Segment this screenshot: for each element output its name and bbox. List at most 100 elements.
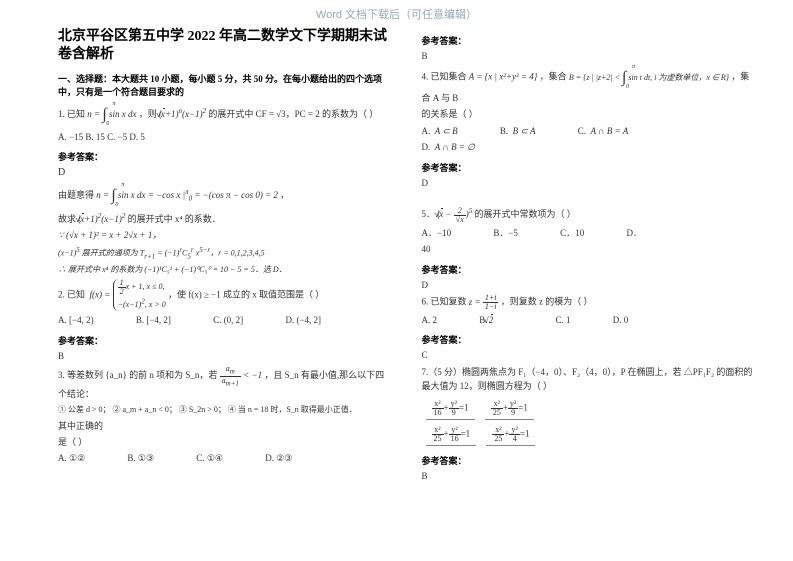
q3-optD-v: ②③ xyxy=(276,453,292,463)
q6-expr: z = 1+i1−i xyxy=(469,297,499,307)
q7-optB: x²25+y²9=1 xyxy=(485,398,534,420)
q6-l1b: ，则复数 z 的模为（ ） xyxy=(501,297,593,307)
left-column: 北京平谷区第五中学 2022 年高二数学文下学期期末试卷含解析 一、选择题：本大… xyxy=(58,28,392,551)
q6-optC-v: 1 xyxy=(566,315,571,325)
q3-options: A. ①② B. ①③ C. ①④ D. ②③ xyxy=(58,451,392,465)
q6-optB-v: 2 xyxy=(490,315,513,325)
q6-optD-v: 0 xyxy=(624,315,629,325)
q5-optA: A．−10 xyxy=(422,228,472,238)
q2-cases: 12x + 1, x ≤ 0, −(x−1)2, x > 0 xyxy=(113,279,166,311)
a1-l1t: ， xyxy=(280,190,289,200)
q1-tail1: ，则 xyxy=(139,109,157,119)
q6-line: 6. 已知复数 z = 1+i1−i ，则复数 z 的模为（ ） xyxy=(422,294,756,311)
q1-line: 1. 已知 n = ∫0π sin x dx ，则 (x+1)n(x−1)2 的… xyxy=(58,102,392,128)
q2-optD: D. (−4, 2] xyxy=(285,315,341,325)
a1-l4: (x−1)5 展开式的通项为 Tr+1 = (−1)rC5r x5−r，r = … xyxy=(58,245,392,262)
q4-setA: A = {x | x²+y² = 4} xyxy=(469,72,538,82)
q6-optA: A. 2 xyxy=(422,315,458,325)
q5-expr: (x − 2√x)5 xyxy=(437,209,472,219)
q5-line: 5． (x − 2√x)5 的展开式中常数项为（ ） xyxy=(422,192,756,224)
q4-optD-row: D. A ∩ B = ∅ xyxy=(422,140,756,154)
q4-optC-v: A ∩ B = A xyxy=(591,126,629,136)
q4-l2: 的关系是（ ） xyxy=(422,107,756,121)
q2-optA-v: [−4, 2) xyxy=(69,315,94,325)
q5-optD-v: 40 xyxy=(422,242,756,256)
q3-optA: A. ①② xyxy=(58,453,105,463)
q3-l4: 是（ ） xyxy=(58,435,392,449)
q7-optA: x²16+y²9=1 xyxy=(426,398,475,420)
r-ans-b: B xyxy=(422,49,756,63)
q3-frac: amam+1 < −1 xyxy=(220,365,262,387)
q7-optD: x²25+y²4=1 xyxy=(486,424,535,446)
q5-optA-v: −10 xyxy=(437,228,451,238)
q3-l3: 其中正确的 xyxy=(58,419,392,433)
right-column: 参考答案： B 4. 已知集合 A = {x | x²+y² = 4} ，集合 … xyxy=(422,28,756,551)
q4-options: A. A ⊂ B B. B ⊂ A C. A ∩ B = A xyxy=(422,124,756,138)
q2-optC-v: (0, 2] xyxy=(224,315,244,325)
q1-expr: (x+1)n(x−1)2 xyxy=(159,109,206,119)
a1-l3: ∵ (√x + 1)² = x + 2√x + 1， xyxy=(58,228,392,242)
a1-l1a: 由题意得 xyxy=(58,190,94,200)
a1-letter: D xyxy=(58,165,392,181)
a6: C xyxy=(422,348,756,362)
q5-optC: C．10 xyxy=(560,228,604,238)
q2-options: A. [−4, 2) B. [−4, 2] C. (0, 2] D. (−4, … xyxy=(58,313,392,327)
q3-l2: ① 公差 d > 0； ② a_m + a_n < 0； ③ S_2n > 0；… xyxy=(58,404,392,417)
a2: B xyxy=(58,349,392,363)
q1-tail2: 的展开式中 CF = √3，PC = 2 的系数为（ ） xyxy=(208,109,378,119)
ans-label-r2: 参考答案： xyxy=(422,161,756,174)
q4-l1: 4. 已知集合 A = {x | x²+y² = 4} ，集合 B = {z |… xyxy=(422,65,756,105)
q2-fx: f(x) = xyxy=(90,289,111,299)
q7-opts-row1: x²16+y²9=1 x²25+y²9=1 xyxy=(422,396,756,422)
a1-l2f: (x+1)2(x−1)2 xyxy=(78,214,125,224)
a1-l2: 故求 (x+1)2(x−1)2 的展开式中 x⁴ 的系数． xyxy=(58,211,392,226)
page-content: 北京平谷区第五中学 2022 年高二数学文下学期期末试卷含解析 一、选择题：本大… xyxy=(0,0,793,561)
q6-l1a: 6. 已知复数 xyxy=(422,297,467,307)
q5-options: A．−10 B．−5 C．10 D． xyxy=(422,226,756,240)
q3-optA-v: ①② xyxy=(69,453,85,463)
q5-optB-v: −5 xyxy=(508,228,518,238)
q6-optD: D. 0 xyxy=(613,315,649,325)
q1-int: n = ∫0π sin x dx xyxy=(87,102,136,128)
q3-l1: 3. 等差数列 {a_n} 的前 n 项和为 S_n，若 amam+1 < −1… xyxy=(58,365,392,402)
q6-optC: C. 1 xyxy=(555,315,590,325)
q5-optB: B．−5 xyxy=(493,228,538,238)
watermark: Word 文档下载后（可任意编辑） xyxy=(0,6,793,22)
ans-label-r3: 参考答案： xyxy=(422,263,756,276)
q1-options: A. −15 B. 15 C. −5 D. 5 xyxy=(58,130,392,144)
q3-optB-v: ①③ xyxy=(138,453,154,463)
q2-optA: A. [−4, 2) xyxy=(58,315,114,325)
q4-l1b: ，集合 xyxy=(540,72,567,82)
a4: D xyxy=(422,176,756,190)
q4-l1a: 4. 已知集合 xyxy=(422,72,467,82)
q6-optB: B. 2 xyxy=(479,315,533,325)
q4-optC: C. A ∩ B = A xyxy=(578,126,649,136)
q4-optB: B. B ⊂ A xyxy=(500,126,556,136)
q2-prefix: 2. 已知 xyxy=(58,289,85,299)
q4-optB-v: B ⊂ A xyxy=(513,126,536,136)
q2-line: 2. 已知 f(x) = 12x + 1, x ≤ 0, −(x−1)2, x … xyxy=(58,279,392,311)
q7-l1: 7.（5 分）椭圆两焦点为 F₁（−4，0）、F₂（4，0），P 在椭圆上，若 … xyxy=(422,365,756,394)
q2-case1: 12x + 1, x ≤ 0, xyxy=(118,282,165,291)
q2-optB: B. [−4, 2] xyxy=(136,315,191,325)
q2-optC: C. (0, 2] xyxy=(213,315,263,325)
q4-optD: D. A ∩ B = ∅ xyxy=(422,142,496,152)
q5-optD: D． xyxy=(626,228,642,238)
ans-label-r1: 参考答案： xyxy=(422,34,756,47)
ans-label-2: 参考答案： xyxy=(58,334,392,347)
ans-label-r4: 参考答案： xyxy=(422,333,756,346)
q7-opts-row2: x²25+y²16=1 x²25+y²4=1 xyxy=(422,422,756,448)
q6-options: A. 2 B. 2 C. 1 D. 0 xyxy=(422,313,756,327)
q5-tail: 的展开式中常数项为（ ） xyxy=(475,209,576,219)
a1-l2b: 的展开式中 x⁴ 的系数． xyxy=(128,214,221,224)
q3-optD: D. ②③ xyxy=(265,453,312,463)
q4-optD-v: A ∩ B = ∅ xyxy=(435,142,475,152)
q2-optD-v: (−4, 2] xyxy=(296,315,321,325)
q6-optA-v: 2 xyxy=(433,315,438,325)
a1-l1-formula: n = ∫0π sin x dx = −cos x |π0 = −(cos π … xyxy=(96,183,278,209)
doc-title: 北京平谷区第五中学 2022 年高二数学文下学期期末试卷含解析 xyxy=(58,28,392,64)
q3-optC-v: ①④ xyxy=(207,453,223,463)
q5-prefix: 5． xyxy=(422,209,436,219)
q3-optC: C. ①④ xyxy=(196,453,243,463)
ans-label-1: 参考答案： xyxy=(58,150,392,163)
